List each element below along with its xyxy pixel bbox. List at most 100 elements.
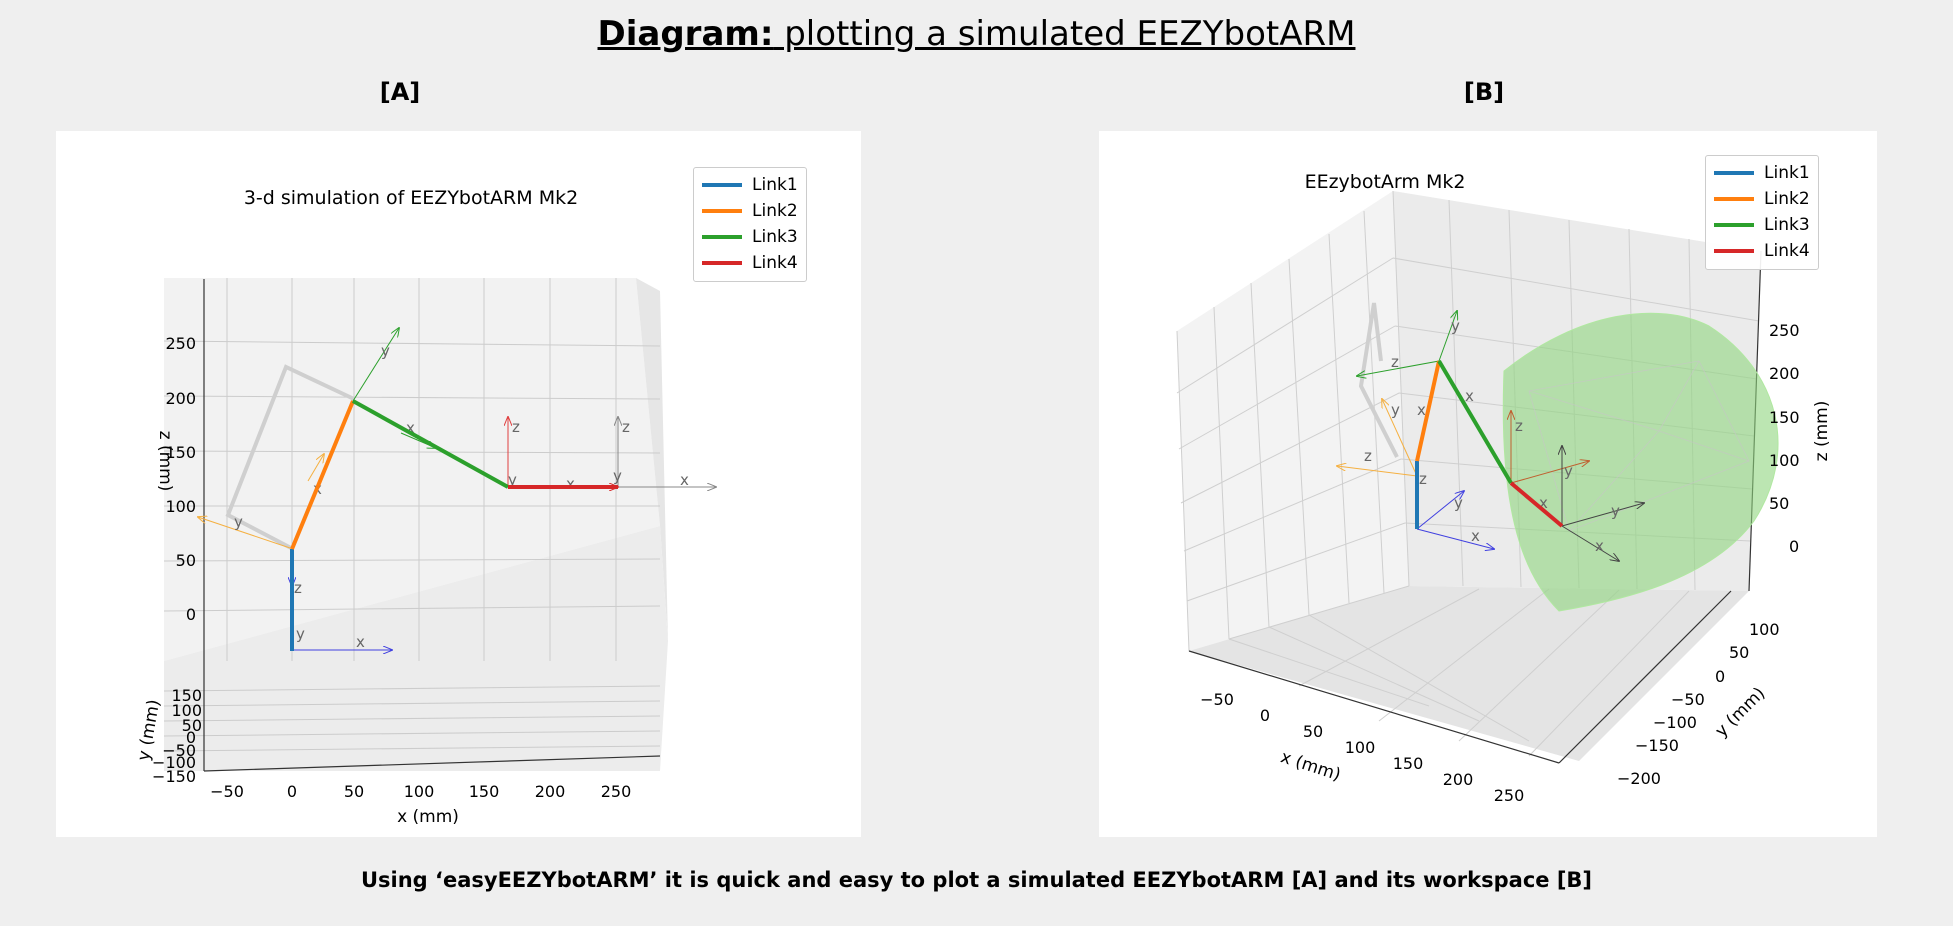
legend-swatch — [1714, 171, 1754, 175]
y-tick: −150 — [1635, 736, 1679, 755]
x-tick-labels: −50 0 50 100 150 200 250 — [210, 782, 631, 801]
y-tick: −150 — [152, 767, 196, 786]
y-tick: −200 — [1617, 769, 1661, 788]
frame-label: y — [1391, 401, 1400, 419]
frame-label: z — [1515, 417, 1523, 435]
frame-label: y — [1454, 494, 1463, 512]
legend-swatch — [1714, 223, 1754, 227]
legend-label: Link2 — [752, 201, 798, 221]
link3-frame-y-arrow — [1438, 311, 1457, 362]
legend-a: Link1 Link2 Link3 Link4 — [693, 167, 807, 282]
y-tick: 0 — [1715, 667, 1725, 686]
z-tick: 100 — [165, 497, 196, 516]
legend-swatch — [1714, 249, 1754, 253]
link2-frame-z-arrow — [1337, 466, 1418, 477]
x-tick: 50 — [344, 782, 364, 801]
frame-label: x — [1465, 387, 1474, 405]
x-tick: 250 — [601, 782, 632, 801]
link4-line — [1509, 481, 1564, 528]
frame-label: y — [381, 342, 390, 360]
y-tick: −50 — [1671, 690, 1705, 709]
z-tick: 50 — [176, 551, 196, 570]
frame-label: x — [356, 633, 365, 651]
workspace-volume — [1502, 312, 1779, 612]
link2-frame-x-arrow — [307, 454, 324, 482]
z-tick: 250 — [1769, 321, 1800, 340]
y-tick: 50 — [1729, 643, 1749, 662]
end-frame-x-arrow — [1561, 525, 1619, 561]
y-tick: 50 — [182, 716, 202, 735]
z-tick: 150 — [165, 443, 196, 462]
x-tick: 100 — [1345, 738, 1376, 757]
base-frame-x-arrow — [1416, 528, 1494, 549]
frame-label: y — [613, 467, 622, 485]
legend-b: Link1 Link2 Link3 Link4 — [1705, 155, 1819, 270]
y-tick: −50 — [162, 741, 196, 760]
ghost-linkage — [1358, 302, 1399, 458]
y-tick: 150 — [171, 686, 202, 705]
legend-label: Link4 — [1764, 241, 1810, 261]
z-axis-label: z (mm) — [155, 431, 175, 492]
frame-label: y — [234, 513, 243, 531]
frame-label: z — [1364, 447, 1372, 465]
y-axis-label: y (mm) — [1712, 684, 1770, 742]
frame-label: y — [1611, 502, 1620, 520]
link3-frame-y-arrow — [352, 328, 399, 402]
end-frame-y-arrow — [1561, 503, 1644, 527]
y-tick: 100 — [1749, 620, 1780, 639]
x-axis-label: x (mm) — [1278, 747, 1343, 785]
link3-frame-z-arrow — [1357, 360, 1440, 376]
workspace-mesh — [1528, 360, 1750, 532]
workspace-3d-plot: x y z z y z y x x z y x y x — [1176, 171, 1832, 805]
frame-label: z — [622, 418, 630, 436]
legend-swatch — [1714, 197, 1754, 201]
x-tick: 100 — [404, 782, 435, 801]
z-axis-label: z (mm) — [1812, 401, 1832, 462]
x-tick: 200 — [535, 782, 566, 801]
figure-caption: Using ‘easyEEZYbotARM’ it is quick and e… — [360, 868, 1593, 892]
left-pane — [1177, 191, 1409, 651]
link2-frame-y-arrow — [1382, 399, 1418, 477]
panel-a-plot: 250 200 150 100 50 0 z (mm) 150 100 50 0… — [56, 131, 861, 837]
frame-label: x — [680, 471, 689, 489]
z-tick: 200 — [165, 389, 196, 408]
x-axis-line — [1188, 650, 1560, 764]
legend-label: Link3 — [752, 227, 798, 247]
frame-label: x — [1539, 494, 1548, 512]
x-tick: 50 — [1303, 722, 1323, 741]
z-tick: 50 — [1769, 494, 1789, 513]
z-tick: 0 — [1789, 537, 1799, 556]
legend-label: Link2 — [1764, 189, 1810, 209]
x-tick: 0 — [287, 782, 297, 801]
frame-label: y — [296, 625, 305, 643]
grid — [163, 278, 661, 752]
frame-label: z — [512, 418, 520, 436]
y-axis-line — [1558, 590, 1732, 764]
legend-label: Link4 — [752, 253, 798, 273]
frame-label: x — [1595, 537, 1604, 555]
legend-item: Link4 — [702, 250, 798, 276]
z-tick: 200 — [1769, 364, 1800, 383]
z-tick: 150 — [1769, 408, 1800, 427]
x-tick: −50 — [210, 782, 244, 801]
legend-item: Link2 — [1714, 186, 1810, 212]
y-tick: 100 — [171, 701, 202, 720]
frame-label: x — [1417, 401, 1426, 419]
legend-item: Link4 — [1714, 238, 1810, 264]
x-tick: 0 — [1260, 706, 1270, 725]
floor-pane — [1189, 586, 1749, 761]
plot-title: 3-d simulation of EEZYbotARM Mk2 — [244, 187, 578, 209]
link2-line — [1415, 360, 1441, 462]
y-tick-labels: 150 100 50 0 −50 −100 −150 — [152, 686, 202, 786]
z-tick-labels: 250 200 150 100 50 0 — [165, 334, 196, 624]
z-tick-labels: 250 200 150 100 50 0 — [1769, 321, 1800, 556]
x-tick-labels: −50 0 50 100 150 200 250 — [1200, 690, 1524, 805]
link2-line — [290, 400, 355, 550]
y-tick: 0 — [186, 728, 196, 747]
link3-line — [1437, 359, 1513, 485]
x-tick: 150 — [1393, 754, 1424, 773]
frame-label: y — [1451, 317, 1460, 335]
arm-3d-plot: 250 200 150 100 50 0 z (mm) 150 100 50 0… — [134, 187, 861, 827]
x-axis-line — [203, 755, 661, 772]
legend-label: Link3 — [1764, 215, 1810, 235]
